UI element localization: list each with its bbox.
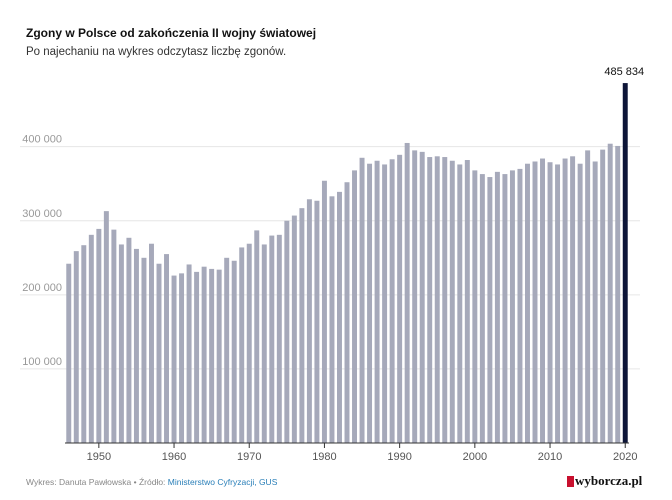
- bar-1946[interactable]: [66, 263, 72, 443]
- bar-1955[interactable]: [133, 248, 139, 443]
- bar-1968[interactable]: [231, 260, 237, 443]
- bar-2015[interactable]: [585, 150, 591, 443]
- bar-2010[interactable]: [547, 162, 553, 444]
- y-tick-label: 200 000: [22, 282, 62, 294]
- y-tick-label: 400 000: [22, 134, 62, 146]
- bar-1985[interactable]: [359, 157, 365, 444]
- bar-1998[interactable]: [457, 164, 463, 443]
- bar-1951[interactable]: [103, 211, 109, 443]
- bar-2007[interactable]: [524, 163, 530, 443]
- bar-1967[interactable]: [224, 257, 230, 443]
- page-subtitle: Po najechaniu na wykres odczytasz liczbę…: [26, 46, 287, 58]
- bar-1995[interactable]: [434, 156, 440, 443]
- bar-1961[interactable]: [179, 273, 185, 443]
- bar-1980[interactable]: [321, 180, 327, 443]
- bar-2002[interactable]: [487, 177, 493, 443]
- deaths-bar-chart: 100 000 200 000 300 000 400 000 485 834 1950 1…: [20, 66, 644, 463]
- bar-1953[interactable]: [118, 244, 124, 443]
- bar-2005[interactable]: [509, 170, 515, 444]
- bar-1962[interactable]: [186, 264, 192, 443]
- bar-1954[interactable]: [126, 237, 132, 443]
- bar-1975[interactable]: [284, 220, 290, 443]
- bar-1987[interactable]: [374, 160, 380, 444]
- bar-1969[interactable]: [239, 247, 245, 443]
- logo-mark-icon: [567, 475, 574, 487]
- bar-1974[interactable]: [276, 234, 282, 443]
- bar-1976[interactable]: [291, 215, 297, 443]
- bar-1988[interactable]: [382, 164, 388, 443]
- bar-1991[interactable]: [404, 142, 410, 443]
- bar-2017[interactable]: [600, 149, 606, 444]
- bar-1948[interactable]: [81, 245, 87, 443]
- wyborcza-logo[interactable]: wyborcza.pl: [567, 473, 642, 489]
- bar-1978[interactable]: [306, 199, 312, 443]
- bar-2014[interactable]: [577, 163, 583, 443]
- bar-1952[interactable]: [111, 229, 117, 443]
- bar-2011[interactable]: [555, 164, 561, 443]
- x-tick-label: 1950: [87, 451, 111, 463]
- bar-1989[interactable]: [389, 159, 395, 444]
- bar-1999[interactable]: [464, 160, 470, 443]
- bar-1984[interactable]: [352, 170, 358, 444]
- bar-1992[interactable]: [412, 150, 418, 443]
- bar-1971[interactable]: [254, 230, 260, 443]
- page-title: Zgony w Polsce od zakończenia II wojny ś…: [26, 26, 317, 40]
- bar-2013[interactable]: [570, 156, 576, 443]
- bar-2001[interactable]: [479, 174, 485, 443]
- bar-2008[interactable]: [532, 161, 538, 443]
- credits-text: Wykres: Danuta Pawłowska • Źródło:: [26, 477, 168, 487]
- bar-2018[interactable]: [607, 143, 613, 443]
- bar-value-label: 485 834: [604, 66, 644, 78]
- bar-2016[interactable]: [592, 161, 598, 443]
- bar-2000[interactable]: [472, 170, 478, 444]
- x-tick-label: 1970: [237, 451, 261, 463]
- x-tick-label: 1980: [312, 451, 336, 463]
- bar-1994[interactable]: [427, 157, 433, 443]
- bar-1972[interactable]: [261, 244, 267, 443]
- x-tick-label: 1960: [162, 451, 186, 463]
- chart-credits: Wykres: Danuta Pawłowska • Źródło: Minis…: [26, 477, 277, 487]
- bar-1986[interactable]: [367, 163, 373, 443]
- x-tick-label: 1990: [387, 451, 411, 463]
- bar-1947[interactable]: [73, 251, 79, 443]
- logo-text: wyborcza.pl: [575, 473, 643, 488]
- bar-1996[interactable]: [442, 157, 448, 443]
- bar-2012[interactable]: [562, 158, 568, 443]
- bar-1949[interactable]: [88, 234, 94, 443]
- bar-2009[interactable]: [540, 158, 546, 443]
- bar-1997[interactable]: [449, 160, 455, 444]
- bar-1977[interactable]: [299, 208, 305, 443]
- bar-1983[interactable]: [344, 182, 350, 443]
- bar-1970[interactable]: [246, 243, 252, 443]
- bar-2004[interactable]: [502, 174, 508, 443]
- bar-2020[interactable]: [622, 83, 628, 443]
- bar-1973[interactable]: [269, 235, 275, 443]
- y-tick-label: 300 000: [22, 208, 62, 220]
- source-link[interactable]: Ministerstwo Cyfryzacji, GUS: [167, 477, 278, 487]
- bar-1982[interactable]: [336, 191, 342, 443]
- x-tick-label: 2000: [463, 451, 487, 463]
- bar-1960[interactable]: [171, 275, 177, 443]
- bar-1979[interactable]: [314, 200, 320, 443]
- bar-1963[interactable]: [194, 271, 200, 443]
- bar-1959[interactable]: [164, 254, 170, 443]
- bar-1964[interactable]: [201, 266, 207, 443]
- bar-1990[interactable]: [397, 154, 403, 443]
- x-tick-label: 2010: [538, 451, 562, 463]
- bar-1958[interactable]: [156, 263, 162, 443]
- bar-2006[interactable]: [517, 168, 523, 444]
- bar-1981[interactable]: [329, 196, 335, 443]
- bar-2003[interactable]: [494, 171, 500, 444]
- bar-1993[interactable]: [419, 151, 425, 443]
- bar-1965[interactable]: [209, 268, 215, 443]
- bar-1957[interactable]: [148, 243, 154, 443]
- bar-1956[interactable]: [141, 257, 147, 443]
- bar-1950[interactable]: [96, 228, 102, 443]
- bar-1966[interactable]: [216, 269, 222, 443]
- y-tick-label: 100 000: [22, 356, 62, 368]
- x-tick-label: 2020: [613, 451, 637, 463]
- bar-2019[interactable]: [615, 145, 621, 443]
